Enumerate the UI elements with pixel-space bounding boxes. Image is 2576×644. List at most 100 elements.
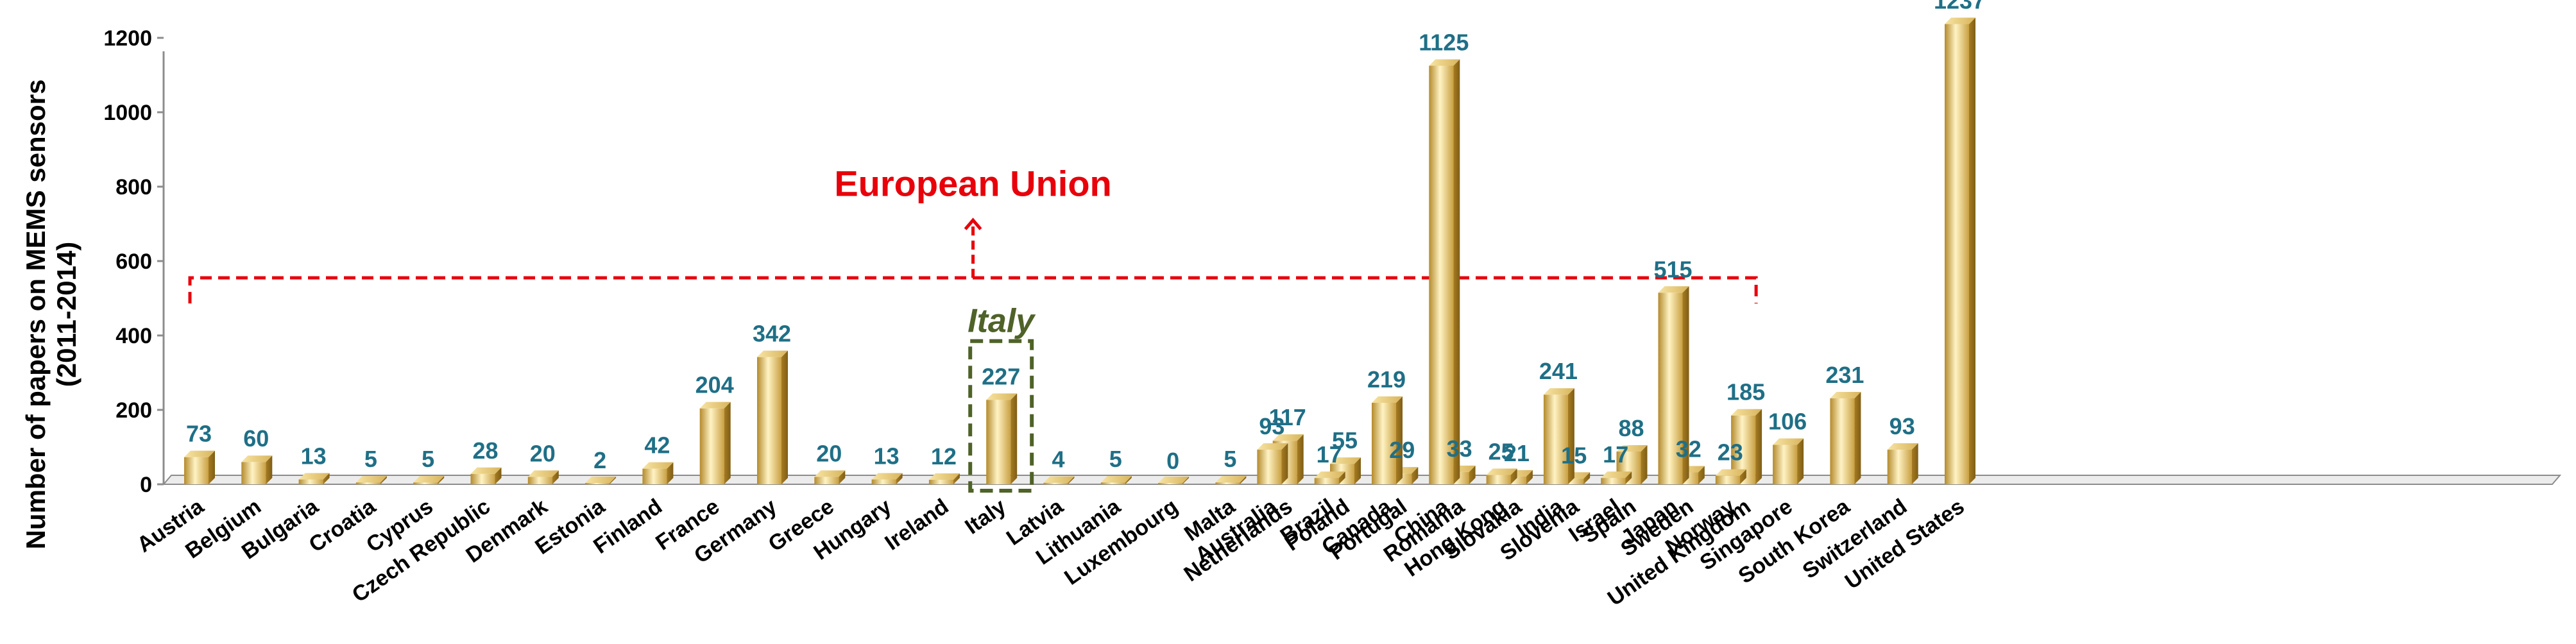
bar-side <box>667 462 674 484</box>
bar-side <box>1240 476 1247 484</box>
bar-side <box>1682 286 1689 484</box>
bar-france <box>699 402 731 484</box>
axes <box>162 51 2562 485</box>
bar-side <box>839 470 846 484</box>
bar-front <box>184 457 209 484</box>
bar-side <box>266 455 273 484</box>
value-label: 29 <box>1389 437 1415 463</box>
y-tick-label: 0 <box>140 473 152 497</box>
bar-front <box>1215 482 1240 484</box>
bar-front <box>1158 483 1183 484</box>
bar-front <box>1372 402 1396 484</box>
value-label: 60 <box>243 425 269 452</box>
bar-side <box>1011 393 1018 484</box>
value-label: 13 <box>874 443 900 469</box>
bar-top <box>1043 476 1075 483</box>
bar-top <box>1773 438 1804 445</box>
bar-top <box>1715 469 1746 476</box>
bar-side <box>1911 443 1918 484</box>
bar-czech-republic <box>470 467 502 484</box>
y-tick-label: 1200 <box>103 26 152 51</box>
european-union-label: European Union <box>834 164 1111 204</box>
bar-side <box>438 476 445 484</box>
bar-denmark <box>527 470 559 484</box>
bar-top <box>355 476 387 483</box>
bar-norway <box>1715 469 1746 484</box>
bar-top <box>871 473 903 480</box>
bar-greece <box>814 470 846 484</box>
bar-top <box>241 455 273 462</box>
bar-hong-kong <box>1486 468 1517 484</box>
bar-top <box>1429 59 1460 66</box>
bar-side <box>1567 388 1574 484</box>
bar-front <box>1543 394 1568 484</box>
bar-front <box>413 482 438 484</box>
bar-front <box>757 357 781 484</box>
bar-front <box>470 473 495 484</box>
y-tick-label: 800 <box>115 175 152 199</box>
bar-side <box>1625 471 1632 484</box>
bar-canada <box>1372 396 1403 484</box>
european-union-arrowhead <box>964 217 982 230</box>
bar-front <box>527 477 552 484</box>
bar-front <box>871 479 896 484</box>
y-tick-label: 1000 <box>103 101 152 125</box>
bar-china <box>1429 59 1460 484</box>
value-label: 17 <box>1317 441 1342 468</box>
bar-side <box>781 350 788 484</box>
category-labels: AustriaBelgiumBulgariaCroatiaCyprusCzech… <box>133 494 1969 611</box>
bar-top <box>757 350 788 357</box>
bar-cyprus <box>413 476 445 484</box>
bar-israel <box>1601 471 1632 484</box>
bar-front <box>986 400 1011 484</box>
value-label: 106 <box>1768 409 1807 435</box>
value-label: 20 <box>816 440 842 466</box>
bar-top <box>184 450 215 457</box>
bar-side <box>1969 17 1975 485</box>
bar-front <box>928 480 953 484</box>
italy-highlight-label: Italy <box>968 303 1036 340</box>
bar-top <box>1887 443 1918 450</box>
bar-side <box>896 473 903 484</box>
x-axis-floor <box>162 475 2562 485</box>
bar-top <box>814 470 846 477</box>
value-label: 1125 <box>1419 30 1469 56</box>
bar-top <box>1158 477 1190 483</box>
bar-top <box>1486 468 1517 475</box>
bar-front <box>241 462 266 484</box>
value-label: 28 <box>472 437 498 464</box>
bar-front <box>1486 475 1511 484</box>
bar-top <box>1100 476 1132 483</box>
bar-front <box>1715 475 1740 484</box>
value-label: 5 <box>1109 446 1122 472</box>
bar-croatia <box>355 476 387 484</box>
bar-side <box>1739 469 1746 484</box>
value-label: 33 <box>1447 436 1472 462</box>
bar-italy <box>986 393 1018 484</box>
bar-side <box>209 450 215 484</box>
bar-front <box>585 483 610 484</box>
y-ticks: 0 200 400 600 800 1000 1200 <box>103 26 164 497</box>
bar-top <box>1830 392 1861 399</box>
bar-side <box>1396 396 1403 484</box>
bar-front <box>1314 478 1339 484</box>
value-label: 23 <box>1718 439 1743 466</box>
bar-top <box>1543 388 1574 395</box>
bar-top <box>1215 476 1247 483</box>
value-label: 342 <box>753 321 791 347</box>
bar-front <box>355 482 380 484</box>
value-label: 5 <box>422 446 434 472</box>
bar-side <box>1297 434 1304 484</box>
bar-side <box>1797 438 1804 484</box>
value-label: 88 <box>1618 415 1644 441</box>
bar-finland <box>642 462 674 484</box>
bar-estonia <box>585 477 617 484</box>
bar-malta <box>1215 476 1247 484</box>
value-label: 25 <box>1488 439 1514 465</box>
bar-front <box>1830 398 1855 484</box>
y-axis-label-line-2: (2011-2014) <box>51 242 81 387</box>
y-tick-label: 200 <box>115 398 152 423</box>
value-label: 241 <box>1539 358 1578 384</box>
bar-switzerland <box>1887 443 1918 484</box>
